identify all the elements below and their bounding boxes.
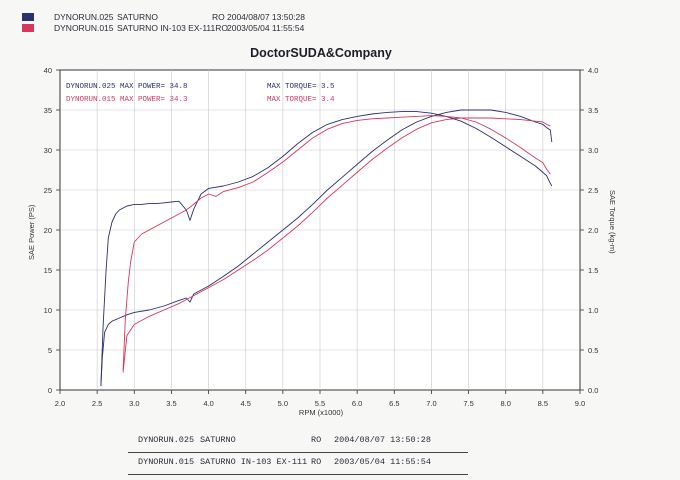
annotation-run015-max-power: DYNORUN.015 MAX POWER= 34.3: [66, 96, 188, 104]
y2-tick-label: 3.5: [588, 106, 598, 115]
y-tick-label: 35: [44, 106, 52, 115]
y-tick-label: 0: [48, 386, 52, 395]
y-tick-label: 20: [44, 226, 52, 235]
x-tick-label: 5.5: [315, 399, 325, 408]
header-run-name: SATURNO: [117, 12, 158, 22]
footer-row-run025: DYNORUN.025 SATURNO RO 2004/08/07 13:50:…: [128, 430, 468, 453]
footer-run-type: RO: [311, 435, 322, 445]
y-tick-label: 40: [44, 66, 52, 75]
x-axis-label: RPM (x1000): [299, 408, 344, 417]
series-line-run025-torque: [100, 109, 553, 387]
y2-tick-label: 3.0: [588, 146, 598, 155]
y2-tick-label: 4.0: [588, 66, 598, 75]
y-tick-label: 30: [44, 146, 52, 155]
footer-run-date: 2004/08/07 13:50:28: [334, 435, 431, 445]
annotation-run025-max-torque: MAX TORQUE= 3.5: [267, 83, 335, 91]
y2-axis-ticks: 0.0 0.5 1.0 1.5 2.0 2.5 3.0 3.5 4.0: [580, 66, 598, 395]
x-tick-label: 8.5: [538, 399, 548, 408]
grid: [60, 70, 580, 390]
y2-axis-label: SAE Torque (kg-m): [608, 190, 617, 254]
footer-run-id: DYNORUN.025: [138, 435, 195, 445]
x-tick-label: 2.5: [92, 399, 102, 408]
y-tick-label: 5: [48, 346, 52, 355]
annotation-run015-max-torque: MAX TORQUE= 3.4: [267, 96, 335, 104]
x-tick-label: 9.0: [575, 399, 585, 408]
series-line-run015-power: [122, 115, 551, 371]
y-tick-label: 15: [44, 266, 52, 275]
series-line-run025-power: [100, 111, 553, 387]
x-tick-label: 8.0: [500, 399, 510, 408]
footer-run-id: DYNORUN.015: [138, 457, 195, 467]
footer-run-date: 2003/05/04 11:55:54: [334, 457, 431, 467]
footer-run-name: SATURNO: [200, 435, 236, 445]
y2-tick-label: 1.5: [588, 266, 598, 275]
x-axis-ticks: 2.0 2.5 3.0 3.5 4.0 4.5 5.0 5.5 6.0 6.5 7.0 7.5 8.0 8…: [55, 390, 585, 408]
header-run-name: SATURNO IN-103 EX-111RO: [117, 23, 229, 33]
annotation-run025-max-power: DYNORUN.025 MAX POWER= 34.8: [66, 83, 188, 91]
y2-tick-label: 0.5: [588, 346, 598, 355]
series: [100, 109, 553, 387]
header-run-type: RO: [212, 12, 225, 22]
x-tick-label: 4.0: [203, 399, 213, 408]
y-axis-ticks: 0 5 10 15 20 25 30 35 40: [44, 66, 60, 395]
footer-run-name: SATURNO IN-103 EX-111: [200, 457, 308, 467]
header-run-date: 2004/08/07 13:50:28: [227, 12, 305, 22]
footer-row-run015: DYNORUN.015 SATURNO IN-103 EX-111 RO 200…: [128, 452, 468, 475]
x-tick-label: 4.5: [240, 399, 250, 408]
x-tick-label: 3.0: [129, 399, 139, 408]
x-tick-label: 7.5: [463, 399, 473, 408]
chart-title: DoctorSUDA&Company: [250, 46, 392, 60]
y2-tick-label: 1.0: [588, 306, 598, 315]
header-run-id: DYNORUN.015: [54, 23, 114, 33]
header-run-date: 2003/05/04 11:55:54: [227, 23, 305, 33]
series-line-run015-torque: [122, 117, 551, 373]
x-tick-label: 3.5: [166, 399, 176, 408]
footer-run-type: RO: [311, 457, 322, 467]
y-axis-label: SAE Power (PS): [27, 204, 36, 260]
run025-color-swatch: [22, 13, 34, 21]
y2-tick-label: 0.0: [588, 386, 598, 395]
x-tick-label: 7.0: [426, 399, 436, 408]
x-tick-label: 2.0: [55, 399, 65, 408]
header-run-id: DYNORUN.025: [54, 12, 114, 22]
run015-color-swatch: [22, 24, 34, 32]
x-tick-label: 6.0: [352, 399, 362, 408]
y-tick-label: 25: [44, 186, 52, 195]
x-tick-label: 5.0: [278, 399, 288, 408]
y2-tick-label: 2.5: [588, 186, 598, 195]
x-tick-label: 6.5: [389, 399, 399, 408]
y-tick-label: 10: [44, 306, 52, 315]
y2-tick-label: 2.0: [588, 226, 598, 235]
